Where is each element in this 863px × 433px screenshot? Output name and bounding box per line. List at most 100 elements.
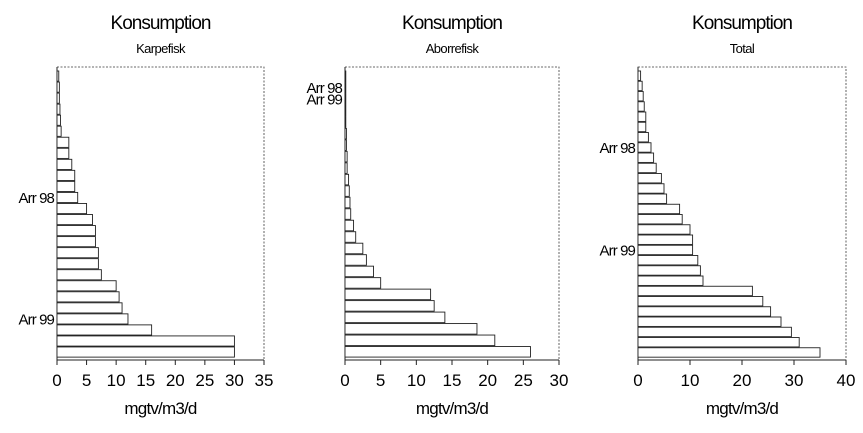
x-tick-label: 30	[785, 371, 804, 390]
bar	[56, 114, 61, 126]
x-ticks: 0 10 20 30 40	[633, 360, 855, 390]
x-tick-label: 0	[340, 371, 349, 390]
bar	[344, 277, 382, 289]
bar	[56, 169, 76, 181]
bar	[56, 158, 73, 170]
bar	[637, 296, 764, 307]
bar	[637, 162, 657, 174]
group-annotation: Arr 99	[600, 242, 636, 259]
bar	[344, 300, 435, 312]
x-tick-label: 20	[166, 371, 185, 390]
bar	[344, 185, 350, 197]
x-tick-label: 10	[107, 371, 126, 390]
x-axis-label: mgtv/m3/d	[124, 399, 197, 418]
bar	[56, 214, 93, 226]
x-ticks: 0 5 10 15 20 25 30 35	[52, 360, 273, 390]
bar	[637, 111, 647, 122]
bar	[344, 196, 351, 209]
x-tick-label: 20	[478, 371, 497, 390]
bar	[344, 208, 352, 220]
x-tick-label: 0	[52, 371, 61, 390]
x-tick-label: 30	[550, 371, 569, 390]
bar	[637, 91, 644, 102]
bar	[56, 302, 123, 314]
bar	[637, 214, 683, 225]
bar	[56, 81, 60, 93]
bar	[56, 247, 99, 259]
bar	[344, 346, 531, 358]
x-tick-label: 40	[837, 371, 856, 390]
bar	[344, 162, 348, 174]
bar	[56, 92, 60, 104]
bar	[637, 70, 642, 81]
bar	[56, 280, 117, 292]
x-tick-label: 15	[443, 371, 462, 390]
group-annotation: Arr 98	[307, 80, 343, 97]
bar	[637, 193, 668, 204]
bar	[56, 313, 129, 325]
bar	[344, 323, 478, 335]
x-tick-label: 10	[681, 371, 700, 390]
chart-title: Konsumption	[402, 13, 502, 34]
chart-panel-3: Konsumption Total 0 10 20 30 40 mgtv/m3/d Arr 98…	[600, 13, 856, 418]
bar	[637, 142, 652, 153]
x-axis-label: mgtv/m3/d	[706, 399, 779, 418]
chart-title: Konsumption	[692, 13, 792, 34]
bar	[344, 127, 347, 140]
bar	[56, 180, 76, 192]
bar	[344, 116, 347, 128]
chart-panel-2: Konsumption Aborrefisk 0 5 10 15 20 25 30 mgtv/m3…	[307, 13, 569, 418]
bar	[637, 326, 792, 338]
chart-subtitle: Karpefisk	[136, 41, 186, 56]
x-tick-label: 25	[195, 371, 214, 390]
bar	[637, 316, 782, 327]
bar	[637, 244, 694, 256]
bar	[56, 269, 102, 281]
group-annotation: Arr 99	[307, 92, 343, 109]
x-tick-label: 20	[733, 371, 752, 390]
bar	[56, 103, 61, 115]
x-tick-label: 35	[255, 371, 274, 390]
x-tick-label: 30	[225, 371, 244, 390]
bar	[344, 231, 357, 243]
bar	[637, 337, 800, 348]
bar	[637, 80, 643, 92]
bar	[344, 265, 374, 278]
bar	[344, 104, 347, 117]
bar	[344, 334, 496, 347]
bar	[344, 288, 432, 301]
bar	[56, 236, 96, 248]
bar-series	[56, 70, 235, 358]
bar	[344, 219, 355, 232]
chart-title: Konsumption	[111, 13, 211, 34]
bar	[637, 347, 821, 358]
chart-subtitle: Aborrefisk	[426, 41, 480, 56]
group-annotation: Arr 99	[19, 311, 55, 328]
bar	[637, 285, 753, 297]
bar	[56, 136, 70, 148]
bar	[344, 70, 347, 83]
x-tick-label: 0	[633, 371, 642, 390]
bar	[637, 255, 699, 266]
bar	[637, 101, 645, 112]
group-annotation: Arr 98	[19, 190, 55, 207]
x-tick-label: 15	[136, 371, 155, 390]
bar	[344, 150, 348, 163]
bar	[637, 173, 662, 184]
x-tick-label: 25	[514, 371, 533, 390]
chart-subtitle: Total	[730, 41, 755, 56]
bar	[56, 324, 153, 336]
bar	[637, 306, 772, 317]
bar	[56, 147, 70, 159]
bar	[344, 254, 367, 266]
bar	[637, 203, 681, 215]
bar	[56, 70, 60, 82]
bar	[56, 191, 79, 204]
bar	[344, 311, 446, 324]
x-tick-label: 10	[407, 371, 426, 390]
bar	[637, 183, 665, 194]
bar	[344, 93, 347, 105]
bar	[56, 291, 120, 303]
x-ticks: 0 5 10 15 20 25 30	[340, 360, 568, 390]
